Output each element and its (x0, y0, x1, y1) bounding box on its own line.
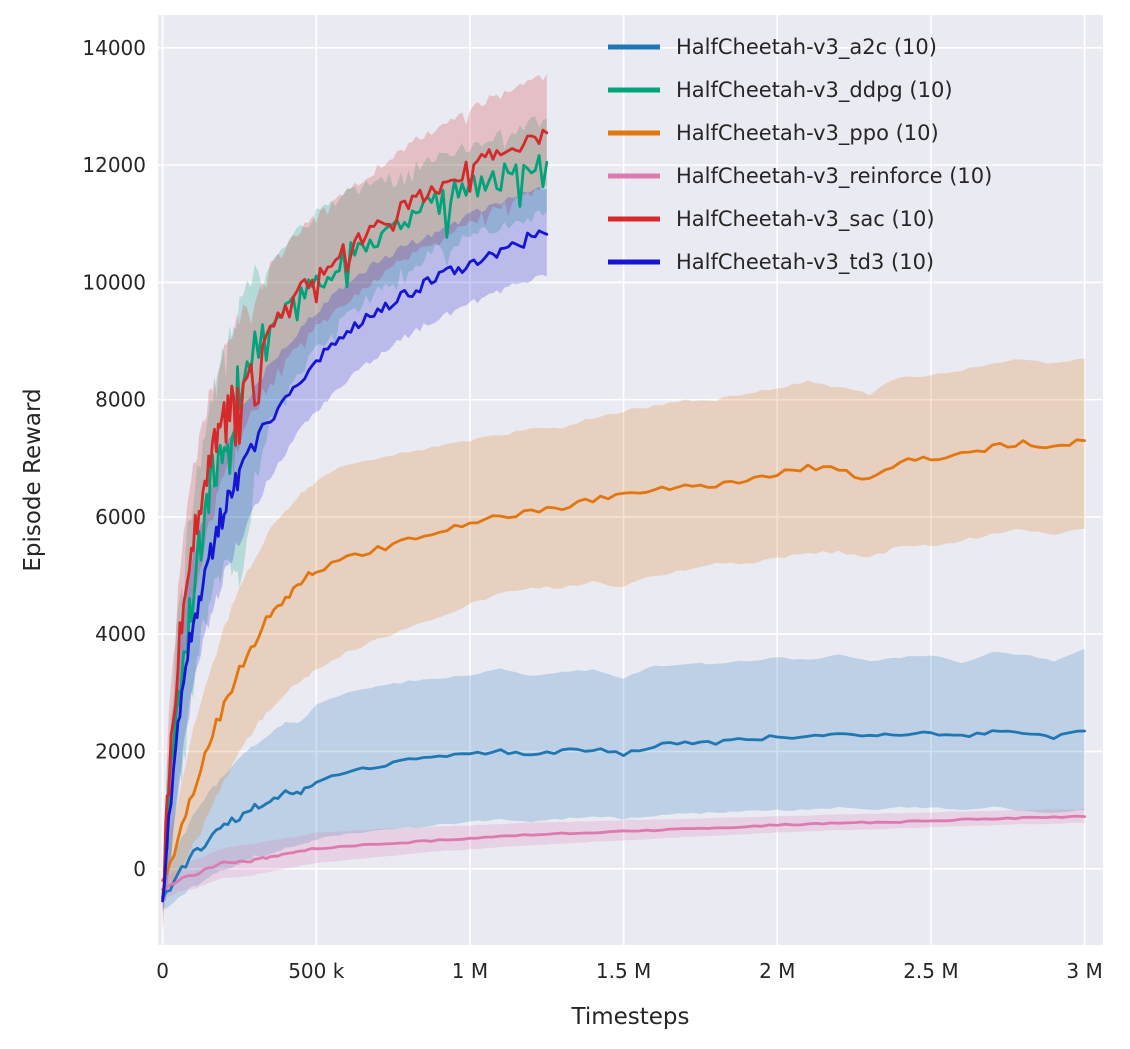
legend: HalfCheetah-v3_a2c (10) HalfCheetah-v3_dd… (608, 35, 992, 275)
series-line-ppo (161, 438, 1086, 882)
legend-item-reinforce: HalfCheetah-v3_reinforce (10) (608, 164, 992, 189)
legend-label-td3: HalfCheetah-v3_td3 (10) (676, 250, 934, 275)
x-tick-label: 1.5 M (596, 959, 651, 983)
y-tick-label: 8000 (95, 388, 146, 412)
series-line-td3 (161, 229, 549, 903)
gridlines (158, 15, 1103, 945)
legend-item-td3: HalfCheetah-v3_td3 (10) (608, 250, 934, 275)
y-tick-label: 6000 (95, 505, 146, 529)
band-reinforce (162, 809, 1085, 901)
band-td3 (162, 186, 547, 913)
series-lines (161, 128, 1086, 903)
x-axis-label: Timesteps (570, 1004, 689, 1030)
legend-label-reinforce: HalfCheetah-v3_reinforce (10) (676, 164, 992, 189)
y-tick-label: 14000 (82, 36, 146, 60)
legend-item-a2c: HalfCheetah-v3_a2c (10) (608, 35, 937, 60)
y-tick-label: 2000 (95, 739, 146, 763)
legend-label-sac: HalfCheetah-v3_sac (10) (676, 207, 935, 232)
band-ddpg (162, 116, 547, 916)
legend-label-ddpg: HalfCheetah-v3_ddpg (10) (676, 78, 953, 103)
legend-item-ddpg: HalfCheetah-v3_ddpg (10) (608, 78, 953, 103)
y-tick-label: 4000 (95, 622, 146, 646)
legend-label-ppo: HalfCheetah-v3_ppo (10) (676, 121, 939, 146)
x-tick-label: 1 M (452, 959, 488, 983)
series-line-reinforce (161, 814, 1086, 891)
band-a2c (162, 648, 1085, 910)
series-line-a2c (161, 729, 1086, 900)
y-tick-label: 10000 (82, 270, 146, 294)
legend-item-sac: HalfCheetah-v3_sac (10) (608, 207, 935, 232)
series-line-sac (161, 128, 549, 900)
band-ppo (162, 358, 1085, 893)
y-axis-label: Episode Reward (20, 388, 46, 571)
tick-labels: 0 2000 4000 6000 8000 10000 12000 14000 0 500 k 1 … (82, 36, 1102, 983)
x-tick-label: 3 M (1066, 959, 1102, 983)
y-tick-label: 12000 (82, 153, 146, 177)
x-tick-label: 2 M (759, 959, 795, 983)
y-tick-label: 0 (133, 857, 146, 881)
legend-item-ppo: HalfCheetah-v3_ppo (10) (608, 121, 939, 146)
x-tick-label: 0 (156, 959, 169, 983)
legend-label-a2c: HalfCheetah-v3_a2c (10) (676, 35, 937, 60)
x-tick-label: 2.5 M (903, 959, 958, 983)
x-tick-label: 500 k (288, 959, 345, 983)
